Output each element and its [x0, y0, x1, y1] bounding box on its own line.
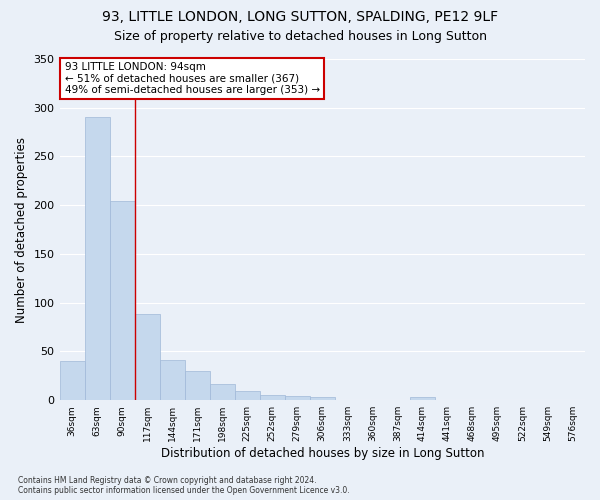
Bar [285, 396, 310, 400]
Text: Size of property relative to detached houses in Long Sutton: Size of property relative to detached ho… [113, 30, 487, 43]
X-axis label: Distribution of detached houses by size in Long Sutton: Distribution of detached houses by size … [161, 447, 484, 460]
Bar [185, 371, 209, 400]
Text: 93, LITTLE LONDON, LONG SUTTON, SPALDING, PE12 9LF: 93, LITTLE LONDON, LONG SUTTON, SPALDING… [102, 10, 498, 24]
Text: Contains HM Land Registry data © Crown copyright and database right 2024.
Contai: Contains HM Land Registry data © Crown c… [18, 476, 350, 495]
Text: 93 LITTLE LONDON: 94sqm
← 51% of detached houses are smaller (367)
49% of semi-d: 93 LITTLE LONDON: 94sqm ← 51% of detache… [65, 62, 320, 95]
Bar [59, 361, 85, 400]
Bar [310, 398, 335, 400]
Bar [260, 396, 285, 400]
Bar [110, 202, 134, 400]
Bar [235, 392, 260, 400]
Bar [209, 384, 235, 400]
Bar [410, 398, 435, 400]
Bar [134, 314, 160, 400]
Bar [160, 360, 185, 400]
Y-axis label: Number of detached properties: Number of detached properties [15, 136, 28, 322]
Bar [85, 118, 110, 400]
